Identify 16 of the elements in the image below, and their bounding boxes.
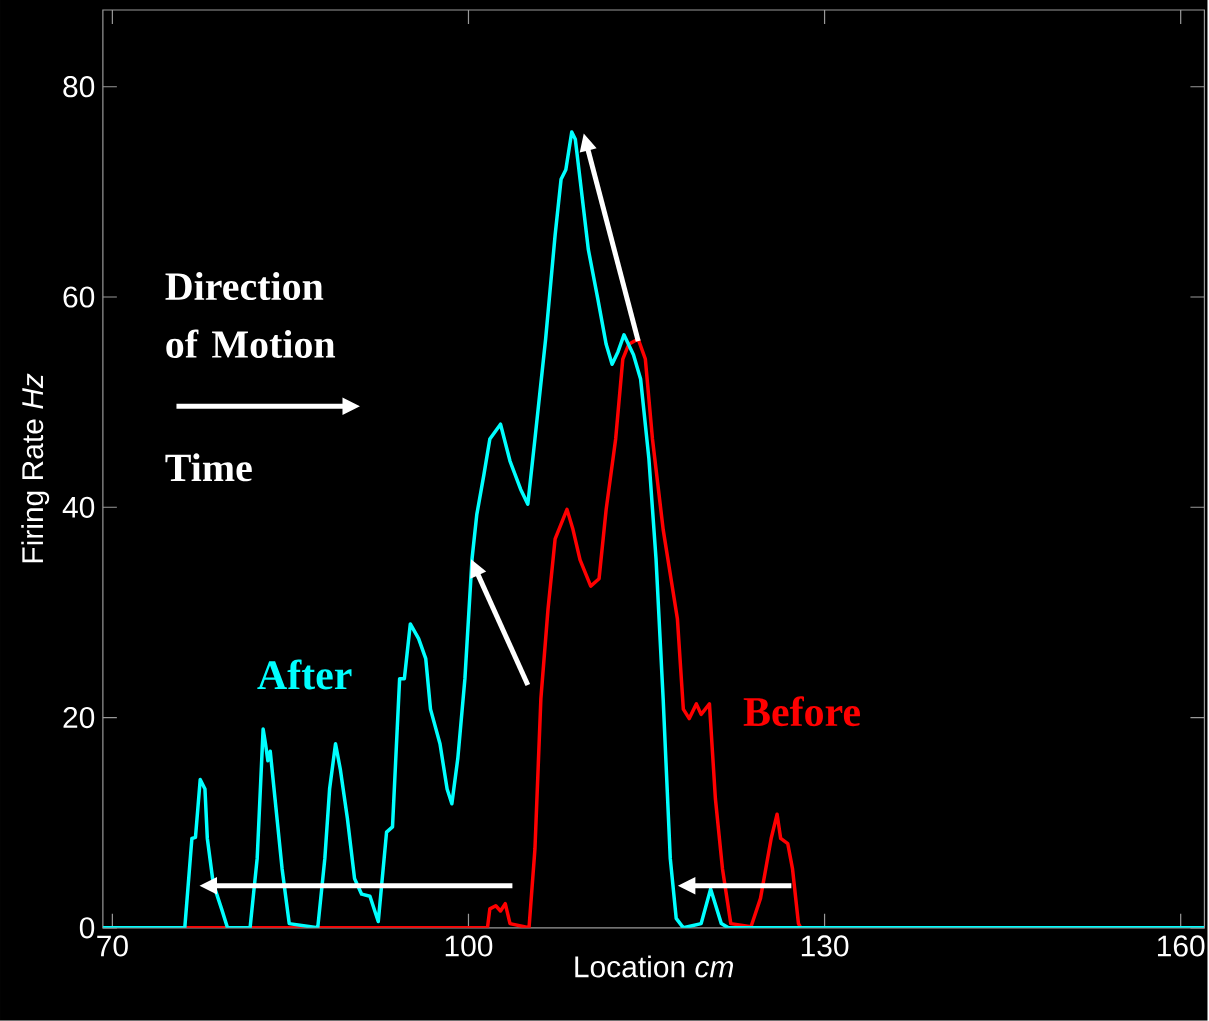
x-tick-label: 70 [97, 935, 128, 957]
y-tick-label: 80 [63, 76, 95, 98]
annotation: Time [165, 453, 252, 482]
y-tick-label: 20 [63, 707, 95, 729]
series-label: Before [743, 696, 860, 727]
x-tick-label: 100 [445, 935, 493, 957]
annotation: Direction of Motion [165, 272, 336, 359]
line-series [102, 130, 1205, 928]
series-label: After [257, 659, 352, 690]
y-tick-label: 0 [79, 917, 95, 939]
x-axis-title: Location cm [575, 955, 734, 978]
y-axis-title: Firing Rate Hz [21, 373, 50, 563]
y-tick-label: 60 [63, 286, 95, 308]
x-tick-label: 130 [801, 935, 849, 957]
y-tick-label: 40 [62, 496, 95, 519]
x-tick-label: 160 [1157, 935, 1205, 957]
